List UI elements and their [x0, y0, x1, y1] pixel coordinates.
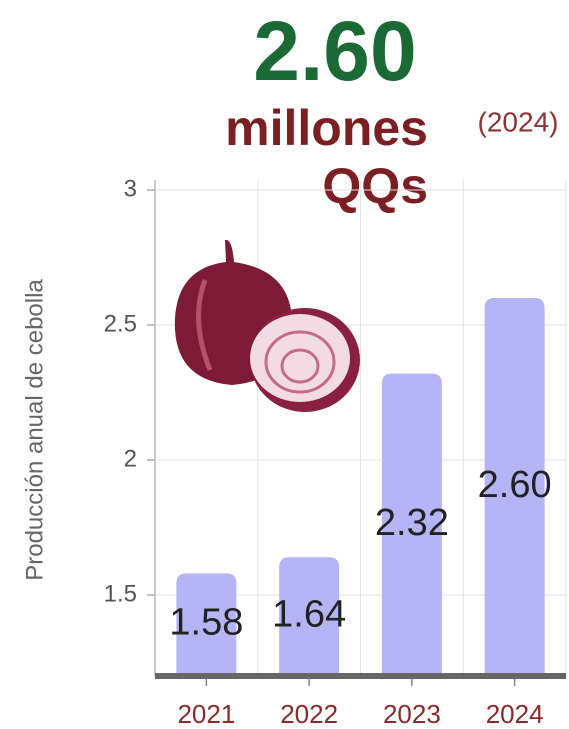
page: 2.60 millones QQs (2024) Producción anua…: [0, 0, 569, 729]
headline-value: 2.60: [253, 4, 417, 98]
y-tick-label: 1.5: [104, 580, 137, 607]
value-label: 2.32: [375, 502, 449, 544]
y-tick-label: 3: [124, 175, 137, 202]
value-label: 1.58: [169, 602, 243, 644]
y-axis-label: Producción anual de cebolla: [21, 279, 48, 581]
y-tick-label: 2: [124, 445, 137, 472]
chart: 2.60 millones QQs (2024) Producción anua…: [0, 0, 569, 729]
value-label: 2.60: [478, 464, 552, 506]
y-tick-label: 2.5: [104, 310, 137, 337]
value-label: 1.64: [272, 594, 346, 636]
headline-year: (2024): [478, 106, 559, 137]
x-tick-label: 2021: [177, 699, 235, 729]
x-tick-label: 2024: [486, 699, 544, 729]
headline-unit: QQs: [322, 158, 428, 214]
x-tick-label: 2022: [280, 699, 338, 729]
onion-illustration: [175, 240, 360, 412]
headline-unit: millones: [225, 100, 428, 156]
x-tick-label: 2023: [383, 699, 441, 729]
plot: 1.5 2 2.5 3 1.58 2021 1.64 2022 2.32 2023 2.60 2024: [104, 175, 566, 729]
